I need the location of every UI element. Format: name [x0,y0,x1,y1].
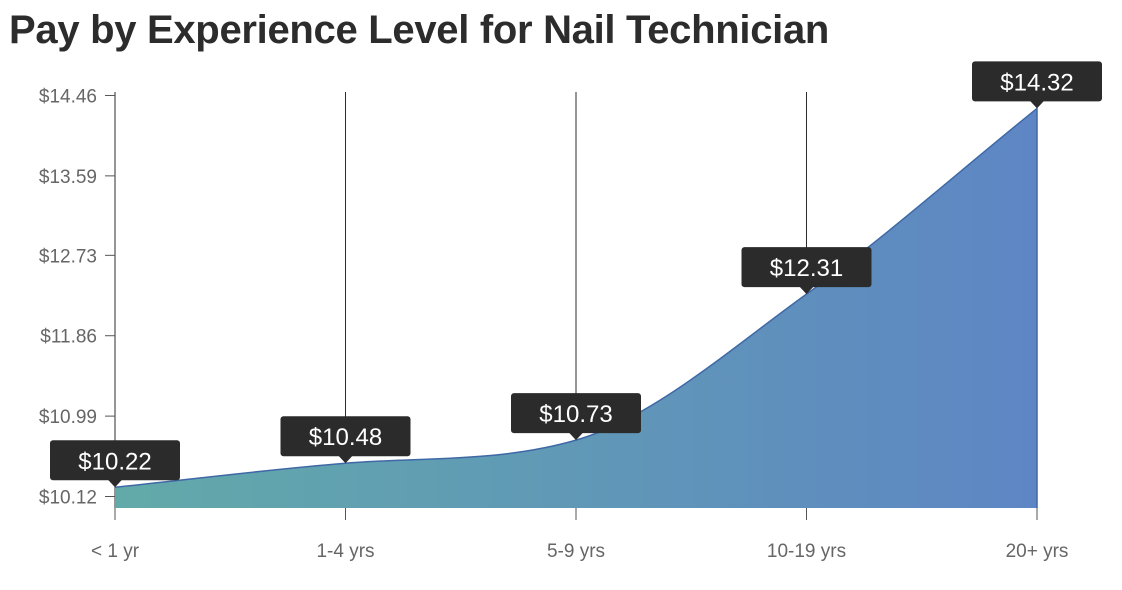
data-label-box-3 [741,247,872,288]
y-tick-label-1: $10.99 [39,407,97,428]
data-label-2: $10.73 [511,393,641,441]
data-label-layer: $10.22 $10.48 $10.73 $12.31 $14.32 [50,61,1102,488]
y-tick-label-0: $10.12 [39,488,97,509]
x-tick-label-3: 10-19 yrs [767,541,846,562]
data-label-text-3: $12.31 [770,255,843,282]
axis-layer: $10.12 $10.99 $11.86 $12.73 $13.59 $14.46 < 1 … [39,86,1069,562]
data-label-pointer-4 [1030,100,1044,109]
data-label-pointer-0 [108,479,122,488]
data-label-4: $14.32 [972,61,1102,109]
y-tick-label-3: $12.73 [39,246,97,267]
data-label-box-1 [280,416,411,457]
data-label-box-4 [972,61,1102,102]
data-label-text-2: $10.73 [539,401,612,428]
data-label-pointer-2 [569,432,583,441]
data-label-pointer-3 [799,286,814,295]
data-label-text-1: $10.48 [309,424,382,451]
data-label-box-0 [50,440,180,481]
y-tick-label-4: $13.59 [39,167,97,188]
data-label-box-2 [511,393,641,434]
x-tick-label-4: 20+ yrs [1006,541,1069,562]
area-line [114,107,1038,489]
data-label-text-4: $14.32 [1000,69,1073,96]
data-label-0: $10.22 [50,440,180,488]
chart-title: Pay by Experience Level for Nail Technic… [9,8,830,52]
x-tick-label-1: 1-4 yrs [316,541,374,562]
y-tick-label-2: $11.86 [40,327,97,348]
area-fill [115,108,1037,509]
x-tick-label-2: 5-9 yrs [547,541,605,562]
x-tick-label-0: < 1 yr [91,541,140,562]
data-label-3: $12.31 [741,247,872,295]
area-layer [114,107,1038,509]
data-label-pointer-1 [338,455,353,464]
data-label-1: $10.48 [280,416,411,464]
y-tick-label-5: $14.46 [39,86,97,107]
data-label-text-0: $10.22 [78,448,151,475]
